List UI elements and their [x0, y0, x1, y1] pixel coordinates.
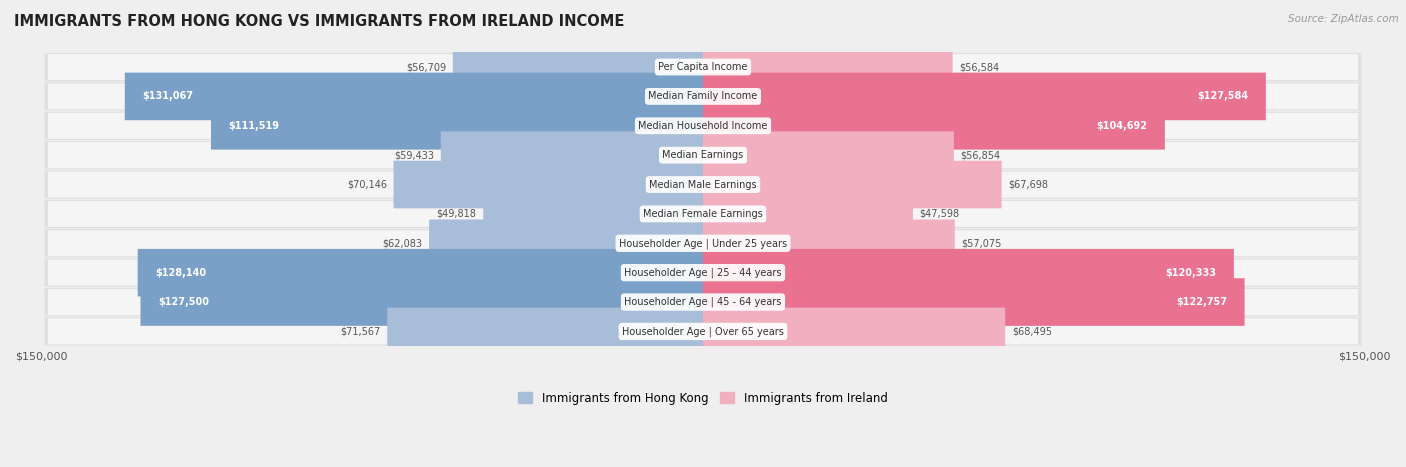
Text: Median Male Earnings: Median Male Earnings	[650, 179, 756, 190]
FancyBboxPatch shape	[387, 308, 703, 355]
Text: $62,083: $62,083	[382, 238, 422, 248]
FancyBboxPatch shape	[484, 190, 703, 238]
Text: $57,075: $57,075	[962, 238, 1002, 248]
FancyBboxPatch shape	[703, 161, 1001, 208]
Text: $128,140: $128,140	[155, 268, 207, 278]
FancyBboxPatch shape	[45, 317, 1361, 346]
FancyBboxPatch shape	[125, 73, 703, 120]
Text: $122,757: $122,757	[1175, 297, 1227, 307]
Text: $47,598: $47,598	[920, 209, 960, 219]
FancyBboxPatch shape	[703, 308, 1005, 355]
FancyBboxPatch shape	[45, 112, 1361, 140]
FancyBboxPatch shape	[453, 43, 703, 91]
Text: $49,818: $49,818	[437, 209, 477, 219]
FancyBboxPatch shape	[48, 318, 1358, 344]
Text: $59,433: $59,433	[394, 150, 434, 160]
FancyBboxPatch shape	[45, 53, 1361, 81]
FancyBboxPatch shape	[141, 278, 703, 326]
Text: Median Female Earnings: Median Female Earnings	[643, 209, 763, 219]
FancyBboxPatch shape	[703, 219, 955, 267]
FancyBboxPatch shape	[703, 73, 1265, 120]
FancyBboxPatch shape	[48, 289, 1358, 315]
FancyBboxPatch shape	[48, 260, 1358, 286]
FancyBboxPatch shape	[48, 201, 1358, 227]
Text: $67,698: $67,698	[1008, 179, 1049, 190]
Text: Householder Age | 45 - 64 years: Householder Age | 45 - 64 years	[624, 297, 782, 307]
FancyBboxPatch shape	[45, 259, 1361, 287]
Text: Per Capita Income: Per Capita Income	[658, 62, 748, 72]
Text: $111,519: $111,519	[229, 121, 280, 131]
FancyBboxPatch shape	[48, 84, 1358, 109]
Text: Median Household Income: Median Household Income	[638, 121, 768, 131]
Text: $56,584: $56,584	[959, 62, 1000, 72]
FancyBboxPatch shape	[394, 161, 703, 208]
FancyBboxPatch shape	[703, 249, 1234, 297]
Text: $71,567: $71,567	[340, 326, 381, 336]
Text: Median Family Income: Median Family Income	[648, 92, 758, 101]
FancyBboxPatch shape	[703, 278, 1244, 326]
Text: $127,500: $127,500	[157, 297, 209, 307]
Text: Median Earnings: Median Earnings	[662, 150, 744, 160]
FancyBboxPatch shape	[703, 43, 953, 91]
FancyBboxPatch shape	[48, 113, 1358, 139]
Text: $104,692: $104,692	[1097, 121, 1147, 131]
Text: $127,584: $127,584	[1197, 92, 1249, 101]
FancyBboxPatch shape	[48, 171, 1358, 198]
FancyBboxPatch shape	[211, 102, 703, 149]
Text: IMMIGRANTS FROM HONG KONG VS IMMIGRANTS FROM IRELAND INCOME: IMMIGRANTS FROM HONG KONG VS IMMIGRANTS …	[14, 14, 624, 29]
FancyBboxPatch shape	[138, 249, 703, 297]
Text: $131,067: $131,067	[142, 92, 194, 101]
FancyBboxPatch shape	[703, 131, 953, 179]
Text: $70,146: $70,146	[347, 179, 387, 190]
Text: Householder Age | Under 25 years: Householder Age | Under 25 years	[619, 238, 787, 248]
FancyBboxPatch shape	[45, 141, 1361, 170]
Text: $56,854: $56,854	[960, 150, 1001, 160]
FancyBboxPatch shape	[48, 230, 1358, 256]
FancyBboxPatch shape	[45, 82, 1361, 111]
Text: Householder Age | Over 65 years: Householder Age | Over 65 years	[621, 326, 785, 337]
Text: Householder Age | 25 - 44 years: Householder Age | 25 - 44 years	[624, 268, 782, 278]
Text: $68,495: $68,495	[1012, 326, 1052, 336]
Text: $120,333: $120,333	[1166, 268, 1216, 278]
FancyBboxPatch shape	[703, 102, 1164, 149]
FancyBboxPatch shape	[45, 288, 1361, 316]
Text: $56,709: $56,709	[406, 62, 446, 72]
FancyBboxPatch shape	[429, 219, 703, 267]
FancyBboxPatch shape	[45, 200, 1361, 228]
Text: Source: ZipAtlas.com: Source: ZipAtlas.com	[1288, 14, 1399, 24]
FancyBboxPatch shape	[703, 190, 912, 238]
FancyBboxPatch shape	[45, 229, 1361, 257]
FancyBboxPatch shape	[48, 54, 1358, 80]
FancyBboxPatch shape	[48, 142, 1358, 168]
FancyBboxPatch shape	[441, 131, 703, 179]
FancyBboxPatch shape	[45, 170, 1361, 198]
Legend: Immigrants from Hong Kong, Immigrants from Ireland: Immigrants from Hong Kong, Immigrants fr…	[519, 392, 887, 405]
